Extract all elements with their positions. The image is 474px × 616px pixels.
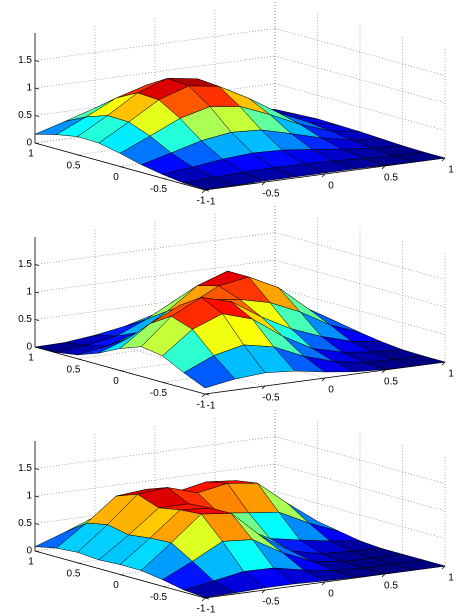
y-tick [321, 377, 326, 382]
y-tick [321, 581, 326, 586]
y-tick-label: 0 [328, 385, 334, 396]
y-tick-label: -1 [207, 605, 216, 616]
x-tick [162, 585, 167, 588]
z-tick [34, 291, 40, 294]
y-tick [381, 369, 386, 374]
z-tick [34, 87, 40, 90]
z-tick [34, 115, 40, 117]
x-tick [119, 166, 125, 168]
x-tick-label: 1 [28, 353, 34, 364]
x-tick-label: -1 [197, 400, 206, 411]
z-tick-label: 1 [26, 287, 32, 298]
z-tick-label: 1.5 [18, 463, 32, 474]
y-tick [441, 157, 446, 162]
z-tick-label: 0 [26, 138, 32, 149]
y-tick [261, 181, 266, 186]
x-tick [119, 370, 125, 372]
z-tick-label: 1.5 [18, 259, 32, 270]
y-tick [321, 173, 326, 178]
z-tick [34, 60, 40, 62]
y-tick [201, 393, 206, 398]
grid-line [34, 232, 276, 265]
x-tick [162, 381, 167, 384]
x-tick [204, 597, 210, 600]
y-tick [441, 361, 446, 366]
y-tick-label: 0 [328, 589, 334, 600]
y-tick-label: -0.5 [262, 189, 280, 200]
x-tick-label: 0.5 [67, 160, 81, 171]
grid-line [34, 463, 276, 497]
x-tick [119, 574, 125, 576]
x-tick-label: 0.5 [67, 568, 81, 579]
y-tick [381, 573, 386, 578]
x-tick-label: -0.5 [150, 388, 168, 399]
grid-line [34, 55, 276, 89]
z-tick-label: 0.5 [18, 518, 32, 529]
x-tick [77, 562, 82, 565]
x-tick-label: 1 [28, 557, 34, 568]
y-tick [441, 565, 446, 570]
y-tick-label: 0.5 [384, 173, 398, 184]
x-tick-label: -1 [197, 196, 206, 207]
x-tick-label: -0.5 [150, 592, 168, 603]
surface-patch [183, 177, 236, 190]
x-tick [204, 393, 210, 396]
y-tick-label: 0.5 [384, 377, 398, 388]
y-tick [261, 589, 266, 594]
y-tick [261, 385, 266, 390]
x-tick-label: 0 [113, 580, 119, 591]
z-tick-label: 0.5 [18, 110, 32, 121]
z-tick [34, 319, 40, 321]
z-tick-label: 0 [26, 342, 32, 353]
z-tick [34, 550, 40, 553]
y-tick-label: 1 [448, 165, 454, 176]
y-tick [381, 165, 386, 170]
x-tick-label: -1 [197, 604, 206, 615]
y-tick-label: -0.5 [262, 597, 280, 608]
z-tick-label: 1 [26, 83, 32, 94]
y-tick-label: 1 [448, 573, 454, 584]
x-tick [77, 154, 82, 157]
grid-line [34, 83, 276, 116]
z-tick [34, 142, 40, 145]
grid-line [34, 28, 276, 61]
y-tick [201, 597, 206, 602]
z-tick-label: 0.5 [18, 314, 32, 325]
y-tick-label: -0.5 [262, 393, 280, 404]
x-tick-label: 0 [113, 376, 119, 387]
x-tick [162, 177, 167, 180]
y-tick-label: 1 [448, 369, 454, 380]
surface-patch [183, 580, 236, 598]
x-tick [77, 358, 82, 361]
z-tick [34, 495, 40, 498]
x-tick-label: 0 [113, 172, 119, 183]
y-tick-label: 0 [328, 181, 334, 192]
y-tick-label: -1 [207, 401, 216, 412]
z-tick-label: 0 [26, 546, 32, 557]
y-tick-label: 0.5 [384, 581, 398, 592]
y-tick [201, 189, 206, 194]
grid-line [34, 436, 276, 469]
z-tick-label: 1.5 [18, 55, 32, 66]
z-tick [34, 468, 40, 470]
z-tick-label: 1 [26, 491, 32, 502]
y-tick-label: -1 [207, 197, 216, 208]
z-tick [34, 264, 40, 266]
surface-patch [183, 355, 236, 389]
x-tick-label: 0.5 [67, 364, 81, 375]
x-tick [204, 189, 210, 192]
x-tick-label: 1 [28, 149, 34, 160]
z-tick [34, 523, 40, 525]
grid-line [34, 259, 276, 293]
x-tick-label: -0.5 [150, 184, 168, 195]
